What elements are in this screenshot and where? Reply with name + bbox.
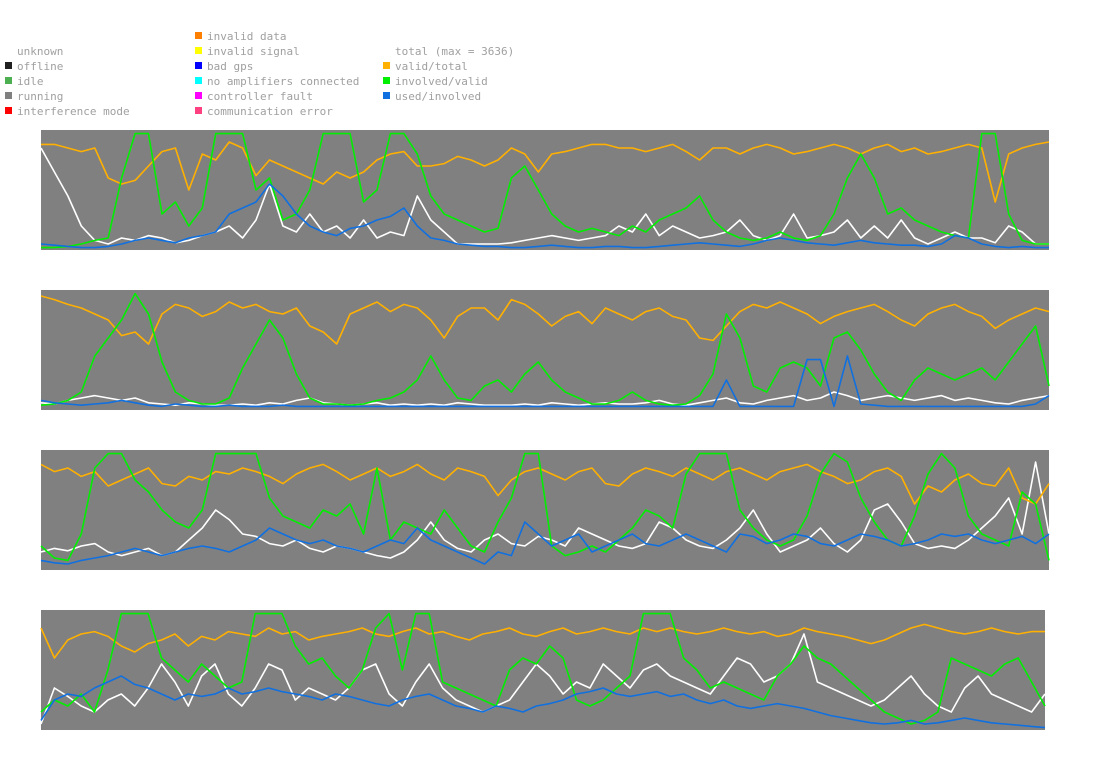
legend-label: involved/valid [395,75,488,88]
panel-background [41,450,1049,570]
chart-panel-4 [40,610,1046,730]
series-line-used-involved [40,521,1050,565]
panel-background [41,290,1049,410]
legend-item: invalid data [195,30,286,43]
legend-item: used/involved [383,90,481,103]
legend-swatch [195,62,202,69]
series-line-valid-total [40,463,1050,505]
chart-panel-3 [40,450,1050,570]
legend-label: invalid data [207,30,287,43]
legend-label: idle [17,75,44,88]
series-line-used-involved [40,183,1049,249]
legend-swatch [5,107,12,114]
legend-label: valid/total [395,60,468,73]
series-line-used-involved [40,355,1050,408]
legend-swatch [5,77,12,84]
legend-item: valid/total [383,60,468,73]
legend-label: no amplifiers connected [207,75,360,88]
series-line-involved-valid [41,132,1049,249]
series-line-used-involved [40,675,1046,729]
legend-label: total (max = 3636) [395,45,515,58]
legend-item: unknown [5,45,63,58]
series-line-involved-valid [40,612,1046,725]
panel-background [41,130,1049,250]
series-line-total [40,461,1050,559]
series-line-valid-total [40,295,1050,345]
legend-label: running [17,90,64,103]
legend-item: idle [5,75,44,88]
legend-swatch [5,62,12,69]
legend-swatch [195,77,202,84]
legend-item: involved/valid [383,75,488,88]
chart-panel-1 [40,130,1050,250]
legend-label: invalid signal [207,45,300,58]
legend-swatch [383,62,390,69]
legend-swatch [383,92,390,99]
legend-item: offline [5,60,63,73]
legend-item: controller fault [195,90,313,103]
series-line-valid-total [41,141,1050,203]
series-line-involved-valid [40,292,1050,407]
legend-label: bad gps [207,60,254,73]
legend-swatch [195,47,202,54]
legend-item: running [5,90,63,103]
legend-label: communication error [207,105,333,118]
chart-panel-2 [40,290,1050,410]
legend-label: offline [17,60,64,73]
legend-item: bad gps [195,60,253,73]
legend-label: used/involved [395,90,482,103]
series-line-involved-valid [40,452,1050,562]
legend-item: total (max = 3636) [383,45,514,58]
legend-swatch [195,92,202,99]
legend-item: invalid signal [195,45,300,58]
legend-swatch [5,92,12,99]
legend-swatch [383,77,390,84]
legend-label: unknown [17,45,64,58]
legend-item: no amplifiers connected [195,75,359,88]
series-line-valid-total [40,623,1045,659]
legend-label: interference mode [17,105,130,118]
legend-item: interference mode [5,105,130,118]
legend-swatch [195,32,202,39]
legend-item: communication error [195,105,333,118]
legend-label: controller fault [207,90,313,103]
legend-swatch [195,107,202,114]
